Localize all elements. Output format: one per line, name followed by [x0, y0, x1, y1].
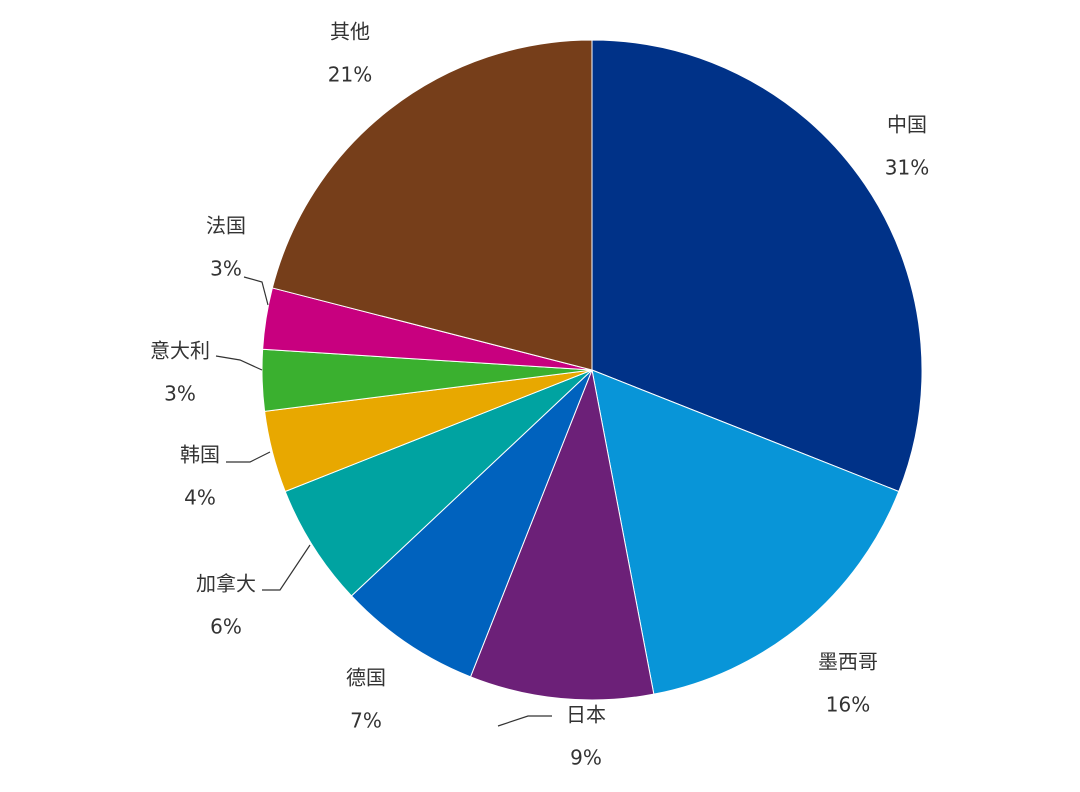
- value-label: 6%: [210, 615, 242, 639]
- leader-line: [262, 544, 311, 591]
- slice-label: 意大利: [150, 339, 210, 363]
- pie-slice: [284, 369, 593, 597]
- value-label: 3%: [164, 382, 196, 406]
- slice-label: 德国: [346, 666, 386, 690]
- slice-label: 中国: [887, 113, 927, 137]
- pie-slice: [469, 368, 655, 701]
- leader-line: [497, 715, 552, 727]
- value-label: 3%: [210, 257, 242, 281]
- pie-slice: [591, 39, 923, 493]
- leader-line: [215, 355, 263, 371]
- value-label: 31%: [885, 156, 929, 180]
- slice-label: 法国: [206, 214, 246, 238]
- slice-label: 韩国: [180, 443, 220, 467]
- slice-label: 加拿大: [196, 572, 256, 596]
- value-label: 16%: [826, 693, 870, 717]
- pie-slice: [591, 369, 900, 695]
- leader-line: [226, 451, 271, 463]
- leader-line: [243, 276, 269, 306]
- value-label: 4%: [184, 486, 216, 510]
- slice-label: 日本: [566, 703, 606, 727]
- pie-slice: [350, 369, 593, 678]
- value-label: 9%: [570, 746, 602, 770]
- slice-label: 墨西哥: [818, 650, 878, 674]
- value-label: 21%: [328, 63, 372, 87]
- pie-slice: [271, 39, 593, 371]
- value-label: 7%: [350, 709, 382, 733]
- slice-label: 其他: [330, 20, 370, 44]
